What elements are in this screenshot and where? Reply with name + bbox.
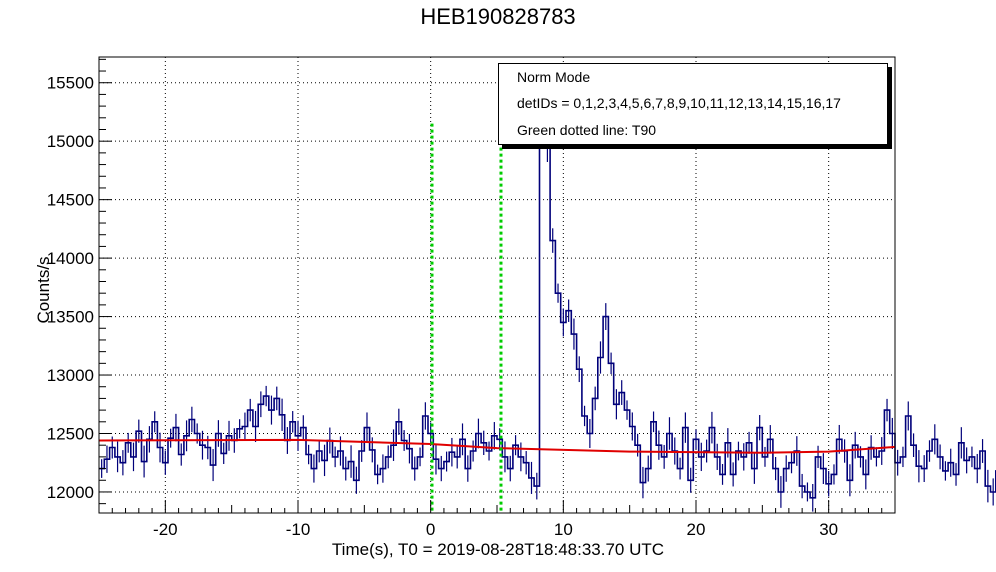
- legend-mode: Norm Mode: [517, 69, 591, 85]
- y-tick-label: 12000: [47, 483, 94, 502]
- y-tick-label: 15500: [47, 74, 94, 93]
- series-layer: [98, 98, 996, 512]
- y-tick-label: 13000: [47, 366, 94, 385]
- axis-ticks: -20 -10 0 10 20 30 12000 12500 13000 13500 14000 14…: [47, 58, 896, 539]
- x-tick-label: 30: [819, 520, 838, 539]
- y-axis-label: Counts/s: [34, 256, 53, 324]
- x-tick-label: 10: [554, 520, 573, 539]
- legend-detids: detIDs = 0,1,2,3,4,5,6,7,8,9,10,11,12,13…: [517, 95, 841, 111]
- y-tick-label: 14000: [47, 249, 94, 268]
- x-axis-label: Time(s), T0 = 2019-08-28T18:48:33.70 UTC: [331, 540, 665, 559]
- y-tick-label: 14500: [47, 191, 94, 210]
- background-fit-line: [98, 438, 896, 454]
- y-tick-label: 13500: [47, 308, 94, 327]
- y-tick-label: 15000: [47, 132, 94, 151]
- legend: Norm Mode detIDs = 0,1,2,3,4,5,6,7,8,9,1…: [498, 63, 888, 145]
- lightcurve-step: [99, 108, 996, 499]
- x-tick-label: -20: [153, 520, 178, 539]
- x-tick-label: -10: [286, 520, 311, 539]
- legend-t90-note: Green dotted line: T90: [517, 122, 657, 138]
- y-tick-label: 12500: [47, 424, 94, 443]
- x-tick-label: 0: [426, 520, 435, 539]
- x-tick-label: 20: [687, 520, 706, 539]
- t90-layer: [430, 123, 503, 513]
- chart-title: HEB190828783: [420, 4, 576, 29]
